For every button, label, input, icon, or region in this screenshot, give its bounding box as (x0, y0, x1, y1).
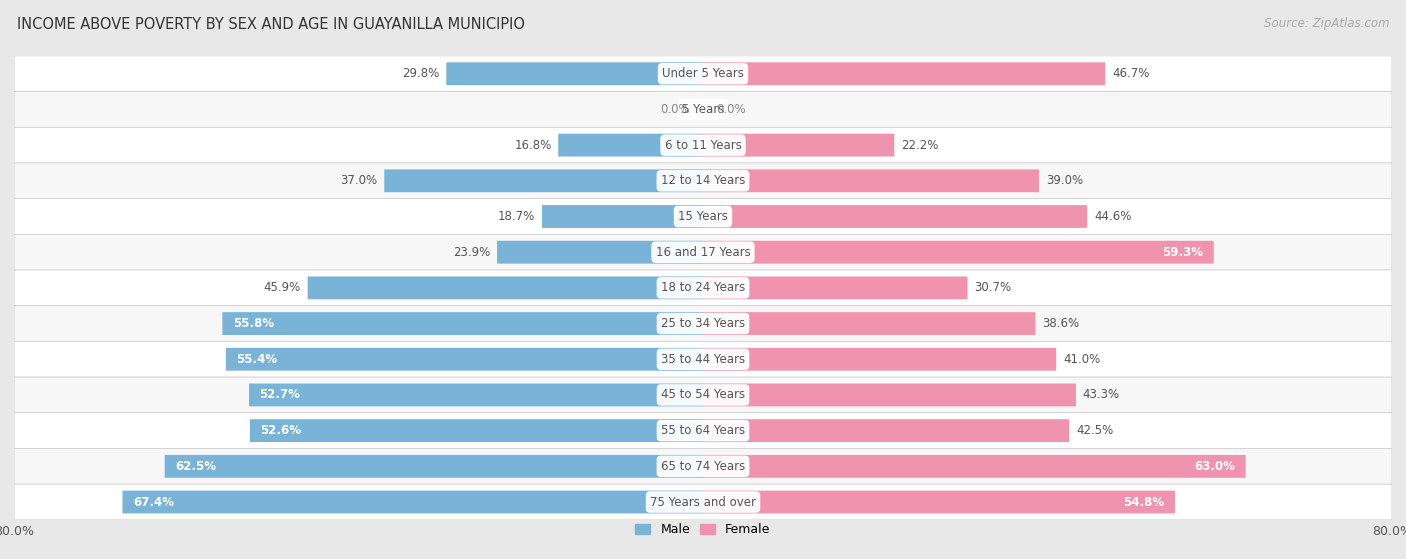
FancyBboxPatch shape (14, 342, 1392, 377)
Text: 63.0%: 63.0% (1194, 460, 1236, 473)
Text: 59.3%: 59.3% (1163, 246, 1204, 259)
FancyBboxPatch shape (14, 413, 1392, 448)
FancyBboxPatch shape (14, 198, 1392, 234)
FancyBboxPatch shape (703, 205, 1087, 228)
Text: 43.3%: 43.3% (1083, 389, 1121, 401)
FancyBboxPatch shape (14, 377, 1392, 413)
Text: 42.5%: 42.5% (1076, 424, 1114, 437)
Text: 55.8%: 55.8% (233, 317, 274, 330)
FancyBboxPatch shape (541, 205, 703, 228)
FancyBboxPatch shape (250, 419, 703, 442)
Legend: Male, Female: Male, Female (630, 518, 776, 542)
FancyBboxPatch shape (703, 312, 1035, 335)
Text: 29.8%: 29.8% (402, 67, 440, 80)
Text: 46.7%: 46.7% (1112, 67, 1150, 80)
Text: 52.6%: 52.6% (260, 424, 301, 437)
FancyBboxPatch shape (558, 134, 703, 157)
Text: 67.4%: 67.4% (134, 495, 174, 509)
FancyBboxPatch shape (703, 134, 894, 157)
Text: 75 Years and over: 75 Years and over (650, 495, 756, 509)
Text: 23.9%: 23.9% (453, 246, 491, 259)
FancyBboxPatch shape (703, 277, 967, 299)
Text: 35 to 44 Years: 35 to 44 Years (661, 353, 745, 366)
FancyBboxPatch shape (703, 419, 1069, 442)
Text: 0.0%: 0.0% (716, 103, 745, 116)
FancyBboxPatch shape (14, 484, 1392, 520)
FancyBboxPatch shape (14, 127, 1392, 163)
FancyBboxPatch shape (165, 455, 703, 478)
Text: Under 5 Years: Under 5 Years (662, 67, 744, 80)
FancyBboxPatch shape (222, 312, 703, 335)
Text: 37.0%: 37.0% (340, 174, 377, 187)
FancyBboxPatch shape (446, 62, 703, 85)
Text: 25 to 34 Years: 25 to 34 Years (661, 317, 745, 330)
FancyBboxPatch shape (14, 234, 1392, 270)
Text: 45 to 54 Years: 45 to 54 Years (661, 389, 745, 401)
FancyBboxPatch shape (703, 491, 1175, 514)
Text: 18.7%: 18.7% (498, 210, 536, 223)
Text: 30.7%: 30.7% (974, 281, 1011, 295)
Text: 5 Years: 5 Years (682, 103, 724, 116)
FancyBboxPatch shape (498, 241, 703, 264)
Text: 6 to 11 Years: 6 to 11 Years (665, 139, 741, 151)
Text: 52.7%: 52.7% (260, 389, 301, 401)
Text: 22.2%: 22.2% (901, 139, 938, 151)
FancyBboxPatch shape (249, 383, 703, 406)
Text: INCOME ABOVE POVERTY BY SEX AND AGE IN GUAYANILLA MUNICIPIO: INCOME ABOVE POVERTY BY SEX AND AGE IN G… (17, 17, 524, 32)
FancyBboxPatch shape (703, 169, 1039, 192)
FancyBboxPatch shape (703, 62, 1105, 85)
Text: 16 and 17 Years: 16 and 17 Years (655, 246, 751, 259)
FancyBboxPatch shape (14, 448, 1392, 484)
Text: 45.9%: 45.9% (263, 281, 301, 295)
FancyBboxPatch shape (384, 169, 703, 192)
FancyBboxPatch shape (308, 277, 703, 299)
FancyBboxPatch shape (703, 348, 1056, 371)
Text: 62.5%: 62.5% (176, 460, 217, 473)
Text: 0.0%: 0.0% (661, 103, 690, 116)
Text: 38.6%: 38.6% (1042, 317, 1080, 330)
Text: 55.4%: 55.4% (236, 353, 277, 366)
FancyBboxPatch shape (703, 241, 1213, 264)
FancyBboxPatch shape (703, 455, 1246, 478)
FancyBboxPatch shape (703, 383, 1076, 406)
Text: 12 to 14 Years: 12 to 14 Years (661, 174, 745, 187)
FancyBboxPatch shape (14, 270, 1392, 306)
Text: 15 Years: 15 Years (678, 210, 728, 223)
Text: 44.6%: 44.6% (1094, 210, 1132, 223)
Text: 39.0%: 39.0% (1046, 174, 1083, 187)
FancyBboxPatch shape (14, 56, 1392, 92)
Text: 55 to 64 Years: 55 to 64 Years (661, 424, 745, 437)
Text: 18 to 24 Years: 18 to 24 Years (661, 281, 745, 295)
FancyBboxPatch shape (122, 491, 703, 514)
FancyBboxPatch shape (14, 92, 1392, 127)
Text: 65 to 74 Years: 65 to 74 Years (661, 460, 745, 473)
Text: Source: ZipAtlas.com: Source: ZipAtlas.com (1264, 17, 1389, 30)
FancyBboxPatch shape (14, 163, 1392, 198)
Text: 54.8%: 54.8% (1123, 495, 1164, 509)
FancyBboxPatch shape (14, 306, 1392, 342)
Text: 41.0%: 41.0% (1063, 353, 1101, 366)
Text: 16.8%: 16.8% (515, 139, 551, 151)
FancyBboxPatch shape (226, 348, 703, 371)
